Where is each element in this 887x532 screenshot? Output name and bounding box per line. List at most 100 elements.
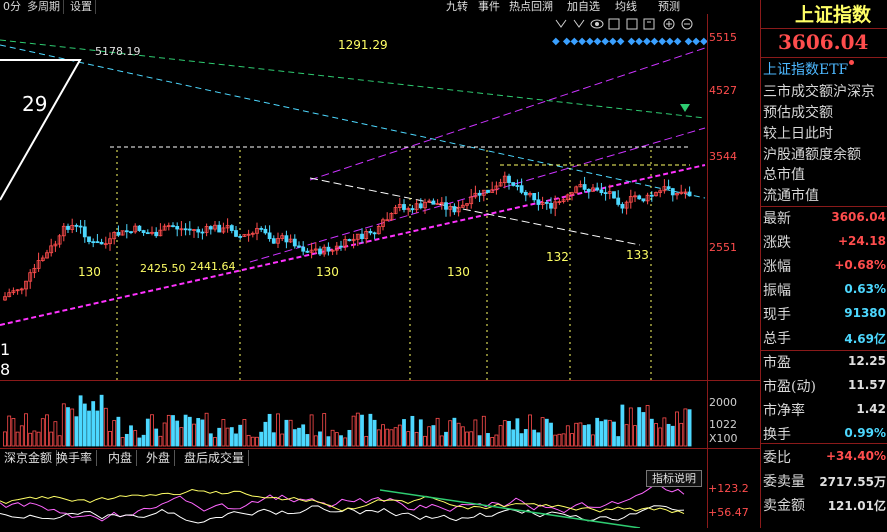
nine-turn-button[interactable]: 九转 — [446, 0, 468, 13]
candle-body — [544, 202, 549, 204]
volume-bar — [666, 423, 671, 447]
candle-body — [78, 225, 83, 228]
candle-body — [591, 187, 595, 192]
stat-label: 现手 — [763, 307, 791, 323]
volume-bar — [78, 395, 83, 447]
candle-body — [112, 232, 117, 240]
volume-bar — [11, 418, 16, 447]
panel-item[interactable]: 沪股通额度余额 — [763, 147, 861, 163]
tab-amount[interactable]: 深京金额 — [0, 450, 58, 466]
volume-bar — [297, 427, 301, 447]
index-price: 3606.04 — [778, 30, 869, 54]
divider — [0, 448, 760, 449]
volume-bar — [528, 414, 532, 447]
candle-body — [280, 235, 285, 239]
etf-link[interactable]: 上证指数ETF — [763, 62, 849, 78]
hotspot-review-button[interactable]: 热点回溯 — [509, 0, 553, 13]
indicator-help-button[interactable]: 指标说明 — [646, 470, 702, 487]
volume-bar — [330, 429, 335, 447]
volume-bar — [406, 431, 411, 447]
cycle-label-133: 133 — [626, 248, 649, 262]
volume-bar — [301, 424, 306, 447]
volume-bar — [322, 413, 327, 447]
tab-inner-volume[interactable]: 内盘 — [104, 450, 138, 466]
tab-multi-period[interactable]: 多周期 — [24, 0, 64, 14]
candle-body — [423, 201, 427, 209]
cycle-label-130b: 130 — [316, 265, 339, 279]
volume-bar — [116, 416, 121, 447]
volume-bar — [523, 429, 528, 447]
volume-bar — [32, 430, 37, 447]
volume-bar — [343, 437, 348, 447]
volume-bar — [120, 437, 125, 447]
volume-bar — [7, 415, 12, 447]
kline-chart-area[interactable] — [0, 0, 707, 529]
candle-body — [15, 289, 20, 292]
panel-item[interactable]: 总市值 — [763, 167, 805, 183]
price-tick: 3544 — [709, 150, 737, 163]
candle-body — [607, 191, 612, 194]
stat-row: 涨跌 +24.18 — [763, 232, 886, 254]
volume-bar — [397, 424, 402, 447]
candle-body — [103, 243, 108, 246]
candle-body — [82, 226, 87, 238]
moving-average-button[interactable]: 均线 — [615, 0, 637, 13]
volume-bar — [150, 414, 154, 447]
candle-body — [229, 225, 234, 231]
candle-body — [267, 232, 272, 240]
volume-bar — [675, 411, 679, 447]
panel-item[interactable]: 流通市值 — [763, 188, 819, 204]
volume-bar — [645, 405, 650, 447]
candle-body — [368, 231, 373, 234]
candle-body — [301, 246, 306, 252]
volume-bar — [66, 407, 70, 447]
tab-settings[interactable]: 设置 — [67, 0, 96, 14]
forecast-button[interactable]: 预测 — [658, 0, 680, 13]
candle-body — [389, 213, 394, 221]
add-watchlist-button[interactable]: 加自选 — [567, 0, 600, 13]
left-label-8: 8 — [0, 360, 11, 379]
candle-body — [460, 204, 465, 208]
left-label-1: 1 — [0, 340, 11, 359]
candle-body — [162, 225, 167, 231]
indicator-line — [0, 489, 685, 515]
stat-label: 总手 — [763, 331, 791, 347]
volume-bar — [574, 422, 579, 447]
panel-item[interactable]: 三市成交额沪深京 — [763, 84, 875, 100]
tool-icons-strip[interactable]: ◆ ◆◆◆◆◆◆◆◆ ◆◆◆◆◆◆◆ ◆◆◆ — [552, 16, 707, 46]
volume-bar — [213, 437, 217, 447]
volume-bar — [246, 434, 251, 447]
candle-body — [7, 292, 12, 298]
stat-row: 涨幅 +0.68% — [763, 256, 886, 278]
volume-bar — [410, 415, 415, 447]
candle-body — [641, 198, 646, 202]
candle-body — [263, 228, 268, 234]
volume-bar — [515, 418, 520, 447]
candle-body — [49, 245, 54, 254]
tab-minute[interactable]: 0分 — [0, 0, 25, 14]
candle-body — [116, 232, 121, 236]
stat-row: 市净率 1.42 — [763, 400, 886, 422]
event-button[interactable]: 事件 — [478, 0, 500, 13]
candle-body — [208, 226, 213, 230]
volume-bar — [183, 414, 188, 447]
tab-after-hours[interactable]: 盘后成交量 — [180, 450, 250, 466]
kline-chart-svg[interactable] — [0, 0, 707, 529]
arrow-down-icon — [680, 104, 690, 112]
panel-item[interactable]: 较上日此时 — [763, 126, 833, 142]
volume-bar — [540, 417, 545, 447]
volume-bar — [15, 431, 20, 447]
panel-item[interactable]: 预估成交额 — [763, 105, 833, 121]
candle-body — [292, 238, 297, 247]
candle-body — [24, 280, 28, 290]
volume-bar — [225, 427, 230, 447]
candle-body — [586, 188, 591, 192]
volume-bar — [229, 427, 234, 447]
candle-body — [620, 204, 625, 209]
stat-label: 卖金额 — [763, 498, 805, 514]
tab-outer-volume[interactable]: 外盘 — [142, 450, 176, 466]
volume-bar — [402, 419, 406, 447]
volume-bar — [414, 431, 419, 447]
tab-turnover[interactable]: 换手率 — [52, 450, 98, 466]
candle-body — [624, 201, 629, 209]
